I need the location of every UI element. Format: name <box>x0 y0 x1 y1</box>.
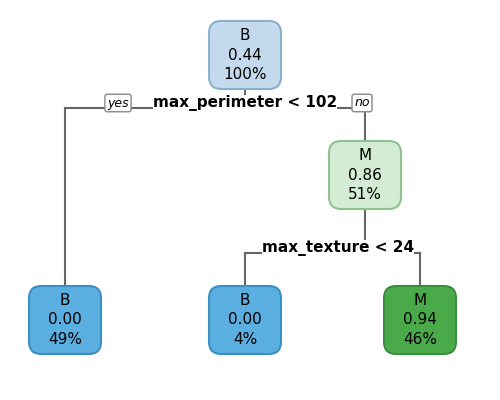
FancyBboxPatch shape <box>209 286 281 354</box>
Text: M
0.94
46%: M 0.94 46% <box>403 293 437 347</box>
Text: yes: yes <box>107 96 129 110</box>
FancyBboxPatch shape <box>29 286 101 354</box>
FancyBboxPatch shape <box>329 141 401 209</box>
Text: B
0.44
100%: B 0.44 100% <box>223 28 267 82</box>
FancyBboxPatch shape <box>384 286 456 354</box>
Text: B
0.00
4%: B 0.00 4% <box>228 293 262 347</box>
Text: M
0.86
51%: M 0.86 51% <box>348 148 382 202</box>
Text: no: no <box>354 96 370 110</box>
Text: B
0.00
49%: B 0.00 49% <box>48 293 82 347</box>
Text: max_perimeter < 102: max_perimeter < 102 <box>153 95 337 111</box>
FancyBboxPatch shape <box>209 21 281 89</box>
Text: max_texture < 24: max_texture < 24 <box>262 240 414 256</box>
